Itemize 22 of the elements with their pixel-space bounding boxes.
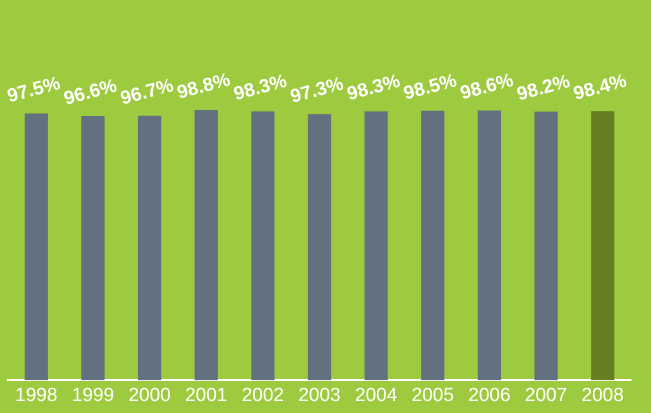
x-tick-label: 2001 (185, 384, 228, 406)
x-tick-label: 2000 (128, 384, 171, 406)
data-label: 96.7% (118, 75, 176, 110)
x-tick-label: 1998 (15, 384, 58, 406)
data-label: 97.3% (288, 74, 346, 108)
data-label: 98.3% (344, 70, 402, 106)
data-label: 98.3% (232, 70, 290, 106)
x-tick-label: 2007 (524, 384, 568, 406)
x-tick-label: 1999 (72, 384, 114, 406)
x-tick-label: 2003 (298, 384, 341, 406)
x-tick-label: 2004 (354, 384, 398, 406)
x-tick-label: 2006 (468, 384, 511, 406)
data-label: 97.5% (5, 72, 63, 108)
data-label: 98.4% (571, 70, 629, 105)
data-label: 98.2% (514, 71, 572, 106)
data-label: 98.8% (174, 69, 233, 104)
data-label: 98.6% (458, 70, 516, 104)
x-tick-label: 2005 (412, 384, 454, 406)
x-tick-label: 2008 (582, 384, 624, 406)
x-tick-label: 2002 (242, 384, 284, 406)
data-label: 96.6% (62, 75, 120, 110)
data-label: 98.5% (402, 70, 460, 104)
